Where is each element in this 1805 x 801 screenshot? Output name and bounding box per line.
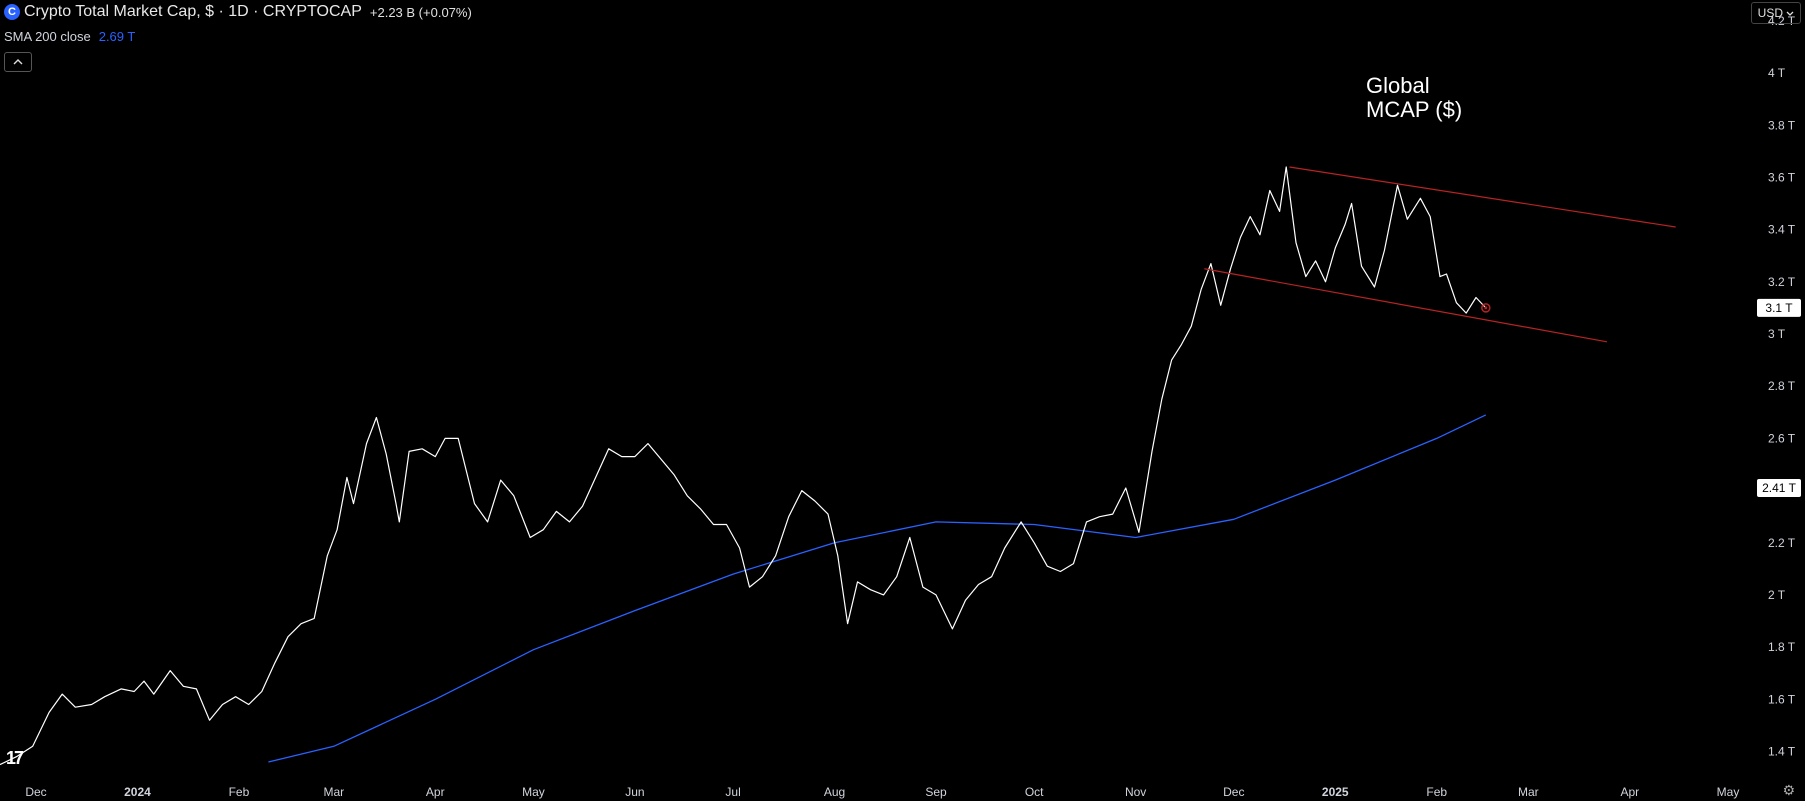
price-change: +2.23 B (+0.07%) (369, 4, 472, 20)
currency-button[interactable]: USD (1750, 2, 1801, 24)
indicator-value: 2.69 T (98, 28, 136, 44)
gear-icon[interactable]: ⚙ (1782, 782, 1795, 798)
last-price-marker (1481, 303, 1491, 313)
channel-lower-trendline[interactable] (1204, 268, 1608, 343)
y-tick-label: 1.6 T (1768, 692, 1796, 706)
indicator-label[interactable]: SMA 200 close (4, 28, 91, 44)
x-tick-label: Aug (824, 785, 845, 799)
x-tick-label: Nov (1125, 785, 1146, 799)
y-tick-label: 3 T (1768, 327, 1786, 341)
x-tick-label: May (1717, 785, 1740, 799)
y-tick-label: 3.4 T (1768, 223, 1796, 237)
y-tick-label: 2.2 T (1768, 536, 1796, 550)
x-tick-label: 2024 (124, 785, 151, 799)
x-tick-label: Mar (323, 785, 344, 799)
x-tick-label: Feb (229, 785, 250, 799)
annotation-line: MCAP ($) (1366, 97, 1463, 122)
indicator-row[interactable]: SMA 200 close 2.69 T (4, 26, 472, 46)
tradingview-logo-icon[interactable]: 17 (6, 748, 24, 768)
price-tag-label: 2.41 T (1762, 481, 1796, 495)
symbol-row[interactable]: C Crypto Total Market Cap, $ · 1D · CRYP… (4, 2, 472, 22)
y-tick-label: 1.8 T (1768, 640, 1796, 654)
x-tick-label: Sep (925, 785, 947, 799)
sma-200-line[interactable] (268, 414, 1487, 763)
currency-label: USD (1757, 6, 1783, 20)
x-tick-label: Dec (25, 785, 46, 799)
x-tick-label: Mar (1518, 785, 1539, 799)
cryptocap-logo-icon: C (4, 4, 20, 20)
y-tick-label: 3.6 T (1768, 170, 1796, 184)
x-tick-label: Apr (1620, 785, 1639, 799)
x-tick-label: Oct (1025, 785, 1044, 799)
x-tick-label: May (522, 785, 545, 799)
y-tick-label: 2 T (1768, 588, 1786, 602)
price-tag (1757, 478, 1801, 497)
annotation-line: Global (1366, 73, 1430, 98)
last-price-marker-dot (1484, 306, 1488, 310)
price-tag-label: 3.1 T (1765, 301, 1793, 315)
x-tick-label: Jul (725, 785, 740, 799)
y-tick-label: 3.8 T (1768, 118, 1796, 132)
y-tick-label: 2.6 T (1768, 431, 1796, 445)
x-tick-label: Dec (1223, 785, 1244, 799)
x-tick-label: Apr (426, 785, 445, 799)
collapse-legend-button[interactable] (4, 52, 32, 72)
y-tick-label: 1.4 T (1768, 745, 1796, 759)
price-tag (1757, 298, 1801, 317)
chevron-down-icon (1786, 11, 1794, 16)
channel-upper-trendline[interactable] (1289, 166, 1676, 228)
price-line[interactable] (0, 166, 1487, 766)
y-tick-label: 4 T (1768, 66, 1786, 80)
y-tick-label: 3.2 T (1768, 275, 1796, 289)
y-tick-label: 2.8 T (1768, 379, 1796, 393)
chart-annotation[interactable]: Global MCAP ($) (1366, 74, 1462, 122)
x-tick-label: 2025 (1322, 785, 1349, 799)
x-tick-label: Feb (1426, 785, 1447, 799)
symbol-title[interactable]: Crypto Total Market Cap, $ · 1D · CRYPTO… (24, 3, 362, 20)
chevron-up-icon (13, 59, 23, 65)
x-tick-label: Jun (625, 785, 644, 799)
legend: C Crypto Total Market Cap, $ · 1D · CRYP… (4, 2, 472, 72)
y-tick-label: 4.2 T (1768, 14, 1796, 28)
